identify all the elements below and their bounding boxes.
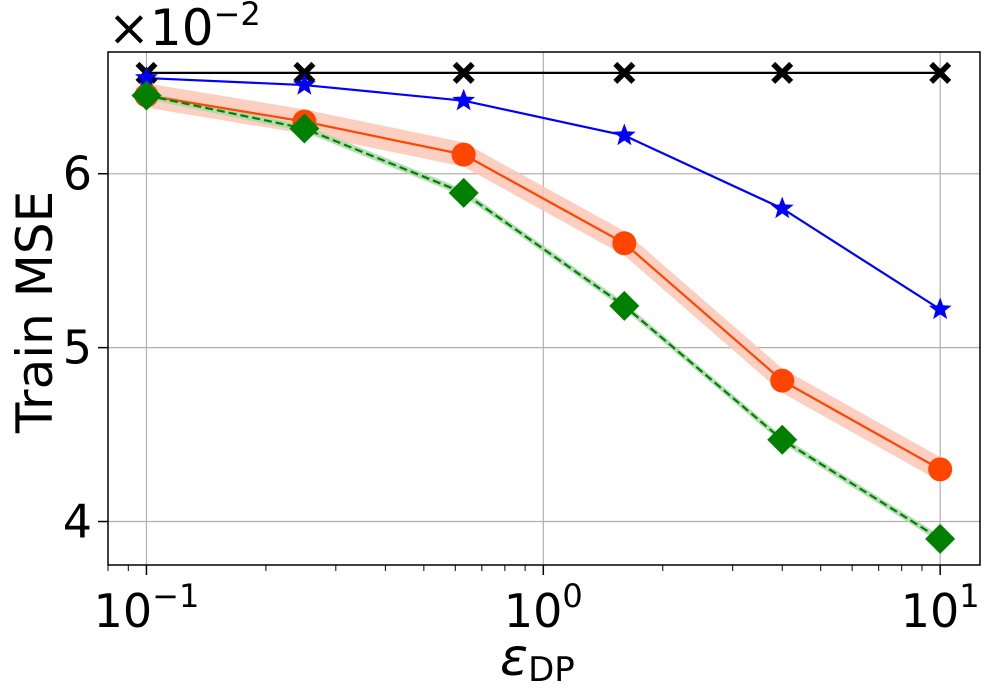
marker-circle — [770, 368, 795, 393]
marker-constant — [452, 61, 475, 84]
x-axis-label-subscript: DP — [528, 650, 575, 690]
marker-star — [452, 88, 476, 111]
x-tick-label-base: 10 — [901, 584, 960, 638]
x-axis-ticks: 10−1 100 101 — [94, 565, 980, 638]
marker-diamond — [767, 424, 798, 455]
y-axis-label: Train MSE — [6, 191, 64, 434]
marker-circle — [451, 142, 476, 167]
x-tick-label-exponent: −1 — [152, 577, 199, 615]
marker-star — [928, 297, 952, 320]
x-axis-label: εDP — [500, 628, 575, 690]
y-scale-factor: ×10−2 — [108, 0, 261, 57]
x-tick-label: 100 — [504, 577, 583, 638]
marker-diamond — [925, 523, 956, 554]
x-tick-label-base: 10 — [94, 584, 153, 638]
y-axis-ticks: 4 5 6 — [63, 147, 108, 549]
marker-constant — [613, 61, 636, 84]
marker-star — [293, 73, 316, 95]
grid — [108, 52, 980, 565]
y-tick-label: 6 — [63, 147, 92, 201]
marker-diamond — [289, 113, 320, 144]
y-scale-base: ×10 — [108, 0, 214, 57]
marker-circle — [928, 457, 953, 482]
marker-constant — [771, 61, 794, 84]
line-circle — [146, 94, 941, 471]
x-tick-label-exponent: 0 — [562, 577, 582, 615]
line-star — [146, 76, 941, 311]
marker-constant — [929, 61, 952, 84]
y-tick-label: 5 — [63, 321, 92, 375]
marker-diamond — [448, 177, 479, 208]
marker-constant — [293, 61, 316, 84]
marker-circle — [612, 231, 637, 256]
plot-frame — [107, 51, 981, 566]
y-tick-label: 4 — [63, 495, 92, 549]
series-markers — [131, 61, 956, 554]
marker-star — [135, 66, 158, 88]
x-tick-label: 101 — [901, 577, 980, 638]
marker-star — [612, 123, 636, 146]
marker-star — [770, 196, 794, 219]
series-lines — [146, 71, 941, 540]
marker-diamond — [131, 80, 162, 111]
x-tick-label: 10−1 — [94, 577, 200, 638]
marker-diamond — [609, 290, 640, 321]
x-axis-label-symbol: ε — [500, 628, 528, 688]
y-scale-exponent: −2 — [214, 0, 261, 33]
x-tick-label-base: 10 — [504, 584, 563, 638]
line-diamond — [146, 94, 941, 540]
x-tick-label-exponent: 1 — [959, 577, 979, 615]
